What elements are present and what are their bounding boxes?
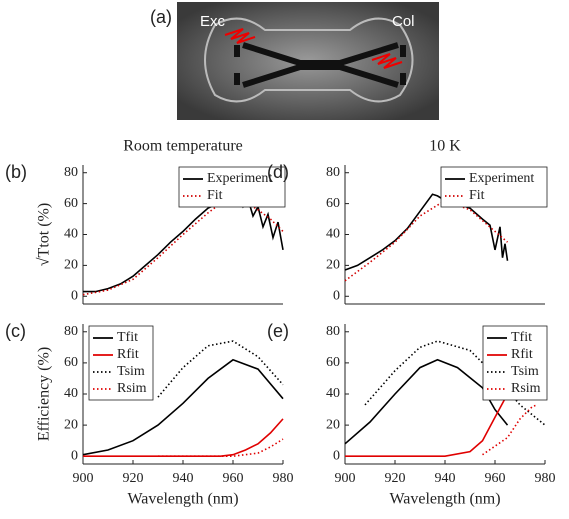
series-line [345, 393, 509, 457]
y-axis-label: Efficiency (%) [36, 347, 53, 441]
y-tick-label: 60 [64, 355, 78, 370]
y-tick-label: 0 [333, 448, 340, 463]
column-title: Room temperature [123, 138, 243, 155]
image-label: Col [392, 13, 415, 30]
y-tick-label: 60 [326, 355, 340, 370]
legend-label: Tfit [117, 330, 138, 345]
x-tick-label: 920 [123, 471, 144, 486]
y-tick-label: 80 [326, 324, 340, 339]
x-tick-label: 920 [385, 471, 406, 486]
y-tick-label: 20 [326, 417, 340, 432]
x-tick-label: 940 [435, 471, 456, 486]
y-tick-label: 40 [64, 386, 78, 401]
legend-box [178, 166, 286, 208]
x-tick-label: 980 [273, 471, 294, 486]
panel-label: (a) [150, 7, 172, 27]
legend-label: Tsim [511, 364, 539, 379]
y-tick-label: 40 [326, 227, 340, 242]
y-tick-label: 20 [326, 258, 340, 273]
legend-label: Rsim [117, 381, 147, 396]
y-tick-label: 20 [64, 417, 78, 432]
series-line [482, 404, 538, 456]
y-tick-label: 80 [326, 165, 340, 180]
series-line [82, 358, 284, 456]
legend-label: Tsim [117, 364, 145, 379]
series-line [83, 194, 284, 293]
column-title: 10 K [429, 138, 461, 155]
x-tick-label: 960 [485, 471, 506, 486]
y-axis-label: √Ttot (%) [36, 203, 53, 266]
image-label: Exc [200, 13, 226, 30]
y-tick-label: 40 [326, 386, 340, 401]
legend: Tfit Rfit Tsim Rsim [88, 325, 154, 401]
series-line [344, 199, 509, 282]
legend-label: Fit [207, 188, 223, 203]
legend-label: Rsim [511, 381, 541, 396]
x-axis-label: Wavelength (nm) [389, 491, 500, 508]
series-line [344, 358, 509, 445]
legend-label: Rfit [117, 347, 139, 362]
y-tick-label: 80 [64, 165, 78, 180]
legend-box [482, 325, 548, 401]
legend-label: Experiment [207, 171, 272, 186]
series-line [83, 418, 284, 457]
legend-label: Fit [469, 188, 485, 203]
panel-label: (b) [5, 162, 27, 182]
series-line [157, 340, 284, 398]
legend-box [440, 166, 548, 208]
x-tick-label: 900 [335, 471, 356, 486]
legend-label: Rfit [511, 347, 533, 362]
x-axis-label: Wavelength (nm) [127, 491, 238, 508]
x-tick-label: 960 [223, 471, 244, 486]
y-tick-label: 60 [326, 196, 340, 211]
panel-label: (c) [5, 321, 26, 341]
y-tick-label: 0 [333, 288, 340, 303]
legend: Experiment Fit [178, 166, 286, 208]
legend: Experiment Fit [440, 166, 548, 208]
panel-label: (e) [267, 321, 289, 341]
x-tick-label: 980 [535, 471, 556, 486]
y-tick-label: 80 [64, 324, 78, 339]
y-tick-label: 0 [71, 448, 78, 463]
legend-label: Tfit [511, 330, 532, 345]
x-tick-label: 940 [173, 471, 194, 486]
series-line [82, 199, 284, 296]
series-line [158, 438, 284, 457]
y-tick-label: 60 [64, 196, 78, 211]
y-tick-label: 20 [64, 258, 78, 273]
legend-label: Experiment [469, 171, 534, 186]
y-tick-label: 0 [71, 288, 78, 303]
y-tick-label: 40 [64, 227, 78, 242]
legend: Tfit Rfit Tsim Rsim [482, 325, 548, 401]
device-image: Exc Col [177, 2, 439, 120]
panel-label: (d) [267, 162, 289, 182]
x-tick-label: 900 [73, 471, 94, 486]
